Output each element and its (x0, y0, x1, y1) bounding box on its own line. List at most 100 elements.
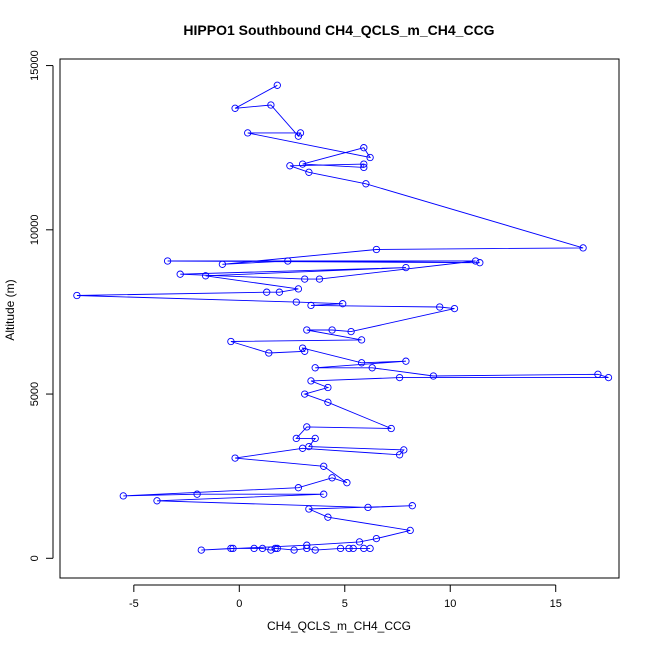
data-point (258, 544, 267, 553)
data-point (408, 502, 416, 510)
data-point (296, 129, 305, 137)
data-point (364, 503, 372, 512)
x-tick-label: 5 (342, 598, 348, 610)
data-point (303, 544, 311, 553)
data-point (307, 377, 315, 385)
data-point (231, 104, 239, 112)
data-point (218, 260, 227, 268)
data-point (355, 538, 364, 546)
data-point (406, 526, 414, 535)
data-point (360, 163, 368, 172)
data-point (372, 245, 381, 254)
data-point (328, 474, 336, 482)
data-point (163, 257, 172, 265)
data-point (311, 546, 319, 554)
x-tick-label: 10 (444, 598, 456, 610)
data-point (429, 372, 438, 380)
data-point (357, 336, 366, 344)
data-point (311, 364, 319, 372)
data-point (362, 180, 370, 188)
data-point (244, 129, 252, 137)
data-point (395, 373, 404, 382)
data-point (227, 544, 235, 553)
data-point (339, 300, 347, 308)
y-tick-label: 10000 (29, 215, 41, 246)
x-tick-label: 0 (236, 598, 242, 610)
data-point (275, 288, 284, 296)
data-point (294, 285, 303, 293)
data-point (450, 304, 459, 313)
data-point (286, 162, 294, 170)
data-point (298, 444, 307, 452)
data-point (267, 101, 275, 109)
x-tick-label: 15 (550, 598, 562, 610)
data-point (273, 544, 281, 553)
data-point (436, 303, 444, 311)
x-axis-label: CH4_QCLS_m_CH4_CCG (267, 619, 411, 633)
data-point (311, 434, 319, 443)
data-point (604, 373, 613, 382)
data-point (298, 344, 307, 352)
data-point (402, 263, 410, 272)
data-point (305, 505, 313, 513)
data-point (372, 534, 381, 543)
data-point (343, 479, 351, 487)
data-point (197, 546, 205, 554)
data-point (471, 257, 480, 265)
data-point (301, 275, 309, 283)
data-point (328, 326, 336, 334)
data-point (284, 257, 292, 265)
data-point (303, 423, 311, 431)
data-point (301, 390, 309, 398)
data-point (345, 544, 353, 553)
data-point (305, 168, 313, 176)
series-layer (73, 81, 613, 554)
y-tick-label: 5000 (29, 382, 41, 406)
data-point (227, 337, 235, 346)
data-point (119, 492, 127, 500)
data-point (395, 451, 404, 459)
data-point (303, 541, 311, 549)
data-point (263, 288, 271, 296)
data-point (368, 364, 376, 372)
data-point (360, 160, 368, 168)
data-point (400, 446, 408, 454)
data-point (324, 383, 332, 392)
data-point (347, 327, 355, 336)
plot-frame (59, 58, 620, 579)
data-point (402, 357, 410, 365)
data-point (303, 326, 311, 334)
data-point (250, 544, 258, 553)
data-point (387, 424, 395, 433)
data-point (324, 398, 332, 406)
data-point (193, 490, 201, 498)
data-point (290, 546, 298, 554)
data-point (265, 349, 273, 357)
data-point (298, 160, 307, 168)
data-point (229, 544, 237, 553)
data-point (579, 244, 587, 252)
data-point (201, 272, 210, 280)
x-tick-label: -5 (129, 598, 139, 610)
data-point (336, 544, 345, 553)
data-point (294, 484, 303, 492)
data-point (357, 359, 366, 367)
data-point (594, 370, 602, 378)
chart-title: HIPPO1 Southbound CH4_QCLS_m_CH4_CCG (183, 22, 494, 38)
data-point (153, 497, 161, 505)
y-axis: 0 5000 10000 15000 (29, 50, 54, 561)
data-point (320, 490, 328, 498)
x-axis: -5 0 5 10 15 (129, 584, 562, 610)
data-point (271, 544, 279, 553)
data-point (324, 513, 332, 521)
data-point (360, 144, 368, 152)
data-point (292, 434, 300, 443)
data-point (476, 259, 484, 267)
data-point (231, 454, 239, 462)
data-point (366, 153, 374, 162)
series-line (76, 84, 609, 551)
data-point (176, 270, 184, 278)
data-point (307, 301, 315, 310)
data-point (366, 544, 374, 553)
